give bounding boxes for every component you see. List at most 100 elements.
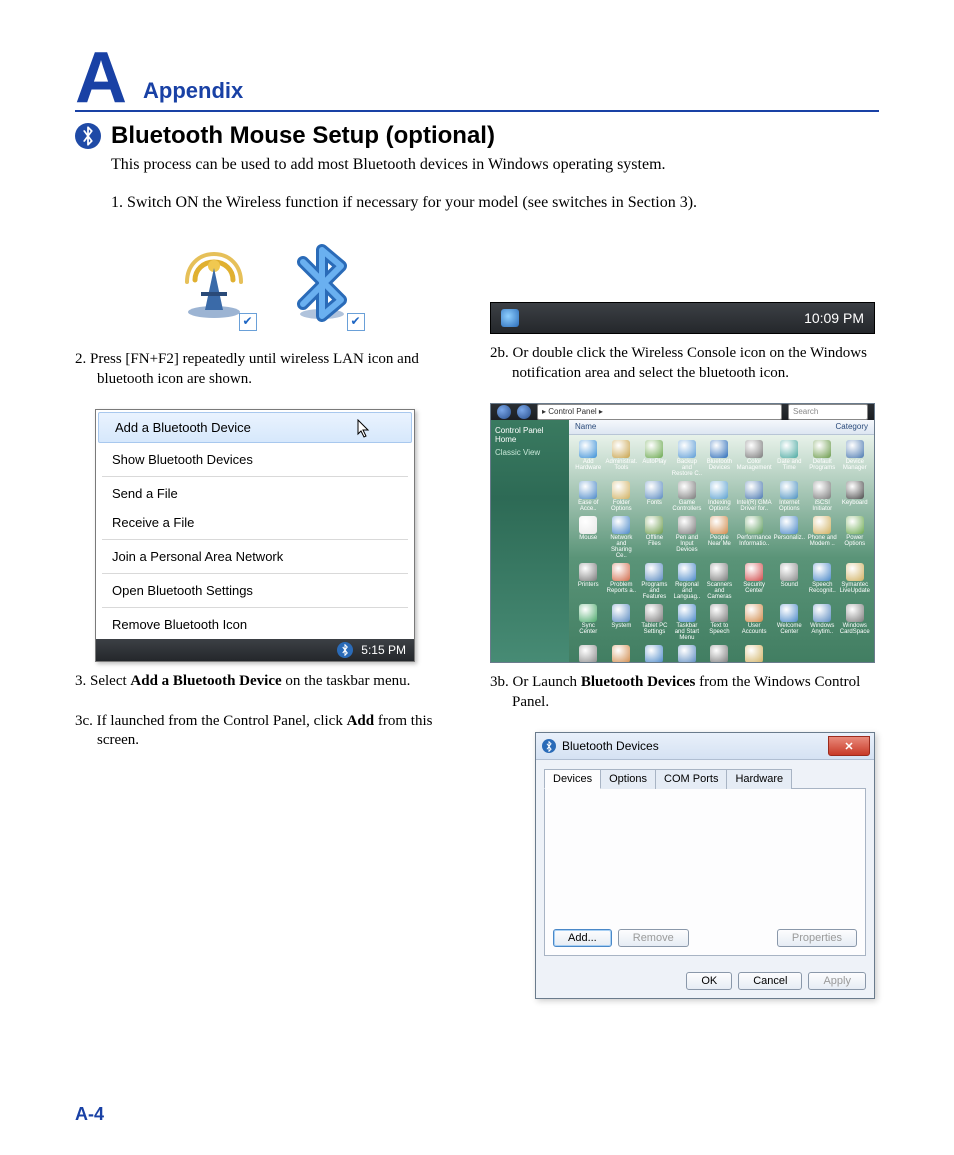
cp-item[interactable]: Personaliz.. — [774, 515, 805, 560]
properties-button[interactable]: Properties — [777, 929, 857, 947]
cp-item-label: Pen and Input Devices — [672, 535, 703, 553]
cp-item[interactable]: Fonts — [639, 480, 669, 513]
cp-item-icon — [678, 516, 696, 534]
cp-item-icon — [710, 645, 728, 663]
cp-item[interactable]: Ease of Acce.. — [573, 480, 603, 513]
cp-item[interactable]: Date and Time — [774, 439, 805, 478]
menu-item[interactable]: Receive a File — [96, 508, 414, 537]
cp-item[interactable]: AutoPlay — [639, 439, 669, 478]
cp-item[interactable]: iSCSI Initiator — [807, 480, 837, 513]
dialog-tab[interactable]: Hardware — [726, 769, 792, 789]
cp-item[interactable]: Offline Files — [639, 515, 669, 560]
address-bar[interactable]: ▸ Control Panel ▸ — [537, 404, 782, 420]
cp-item[interactable]: Printers — [573, 562, 603, 601]
cp-item[interactable]: Welcome Center — [774, 603, 805, 642]
cp-item-label: Phone and Modem .. — [807, 535, 837, 547]
appendix-label: Appendix — [143, 78, 243, 104]
cp-item[interactable]: Tablet PC Settings — [639, 603, 669, 642]
cp-item[interactable]: Backup and Restore C.. — [672, 439, 703, 478]
cp-item[interactable]: Windows Anytim.. — [807, 603, 837, 642]
cp-item[interactable]: Intel(R) GMA Driver for.. — [737, 480, 772, 513]
cp-item[interactable]: Color Management — [737, 439, 772, 478]
cp-item-icon — [612, 604, 630, 622]
cp-item[interactable]: Symantec LiveUpdate — [840, 562, 871, 601]
cp-item[interactable]: Phone and Modem .. — [807, 515, 837, 560]
cp-item[interactable]: Sound — [774, 562, 805, 601]
wireless-lan-icon: ✔ — [175, 244, 253, 327]
cp-item-label: Color Management — [737, 459, 772, 471]
cp-item[interactable]: Programs and Features — [639, 562, 669, 601]
cp-item[interactable]: Keyboard — [840, 480, 871, 513]
menu-item[interactable]: Remove Bluetooth Icon — [96, 610, 414, 639]
cp-item-label: Device Manager — [840, 459, 871, 471]
cp-item-label: Regional and Languag.. — [672, 582, 703, 600]
ok-button[interactable]: OK — [686, 972, 732, 990]
menu-item[interactable]: Add a Bluetooth Device — [98, 412, 412, 443]
sidebar-home[interactable]: Control Panel Home — [495, 426, 565, 444]
cp-item[interactable]: Game Controllers — [672, 480, 703, 513]
pane-button-row: Add... Remove Properties — [553, 929, 857, 947]
step-3: 3. Select Add a Bluetooth Device on the … — [75, 672, 460, 692]
remove-button[interactable]: Remove — [618, 929, 689, 947]
cp-item[interactable]: Power Options — [840, 515, 871, 560]
cp-item[interactable]: People Near Me — [704, 515, 734, 560]
cp-item[interactable]: Windows Defender — [573, 644, 603, 663]
cp-item[interactable]: Windows Mobilit.. — [639, 644, 669, 663]
cp-item[interactable]: Taskbar and Start Menu — [672, 603, 703, 642]
apply-button[interactable]: Apply — [808, 972, 866, 990]
cp-item-label: Offline Files — [639, 535, 669, 547]
cp-item[interactable]: Windows Firewall — [605, 644, 637, 663]
cp-item[interactable]: Security Center — [737, 562, 772, 601]
cp-item-icon — [745, 604, 763, 622]
cp-item[interactable]: Network and Sharing Ce.. — [605, 515, 637, 560]
cp-item[interactable]: Device Manager — [840, 439, 871, 478]
cp-item[interactable]: Text to Speech — [704, 603, 734, 642]
close-button[interactable]: ✕ — [828, 736, 870, 756]
cp-item[interactable]: Windows SideShow — [704, 644, 734, 663]
dialog-tab[interactable]: Options — [600, 769, 656, 789]
cp-item[interactable]: Windows CardSpace — [840, 603, 871, 642]
cp-item[interactable]: Problem Reports a.. — [605, 562, 637, 601]
cp-item[interactable]: Windows Sidebar.. — [672, 644, 703, 663]
dialog-tab[interactable]: Devices — [544, 769, 601, 789]
cp-item[interactable]: Internet Options — [774, 480, 805, 513]
cp-item-label: Keyboard — [842, 500, 868, 506]
section-title-row: Bluetooth Mouse Setup (optional) — [75, 122, 879, 150]
cp-item[interactable]: Pen and Input Devices — [672, 515, 703, 560]
taskbar-time: 10:09 PM — [804, 310, 864, 326]
add-button[interactable]: Add... — [553, 929, 612, 947]
cp-item[interactable]: System — [605, 603, 637, 642]
cp-item[interactable]: Scanners and Cameras — [704, 562, 734, 601]
cp-item[interactable]: User Accounts — [737, 603, 772, 642]
search-input[interactable]: Search — [788, 404, 868, 420]
menu-item[interactable]: Join a Personal Area Network — [96, 542, 414, 571]
cp-item-label: Intel(R) GMA Driver for.. — [737, 500, 772, 512]
cp-item-label: Programs and Features — [639, 582, 669, 600]
cp-item[interactable]: Administrat. Tools — [605, 439, 637, 478]
cp-item[interactable]: Indexing Options — [704, 480, 734, 513]
cp-item-label: Security Center — [737, 582, 772, 594]
cp-item[interactable]: Speech Recognit.. — [807, 562, 837, 601]
cp-item[interactable]: Performance Informatio.. — [737, 515, 772, 560]
cp-item[interactable]: Folder Options — [605, 480, 637, 513]
menu-item[interactable]: Send a File — [96, 479, 414, 508]
figure-taskbar-time: 10:09 PM — [490, 302, 875, 334]
menu-separator — [102, 539, 408, 540]
cp-item[interactable]: Default Programs — [807, 439, 837, 478]
cp-item[interactable]: Bluetooth Devices — [704, 439, 734, 478]
figure-control-panel: ▸ Control Panel ▸ Search Control Panel H… — [490, 403, 875, 663]
dialog-tab[interactable]: COM Ports — [655, 769, 727, 789]
cp-item[interactable]: Sync Center — [573, 603, 603, 642]
menu-item[interactable]: Show Bluetooth Devices — [96, 445, 414, 474]
cp-item-icon — [745, 516, 763, 534]
cp-item[interactable]: Mouse — [573, 515, 603, 560]
cp-item-icon — [846, 440, 864, 458]
menu-item[interactable]: Open Bluetooth Settings — [96, 576, 414, 605]
cp-item-icon — [846, 604, 864, 622]
cp-item[interactable]: Add Hardware — [573, 439, 603, 478]
cp-item[interactable]: Windows Update — [737, 644, 772, 663]
bluetooth-tray-icon — [337, 642, 353, 658]
cancel-button[interactable]: Cancel — [738, 972, 802, 990]
cp-item[interactable]: Regional and Languag.. — [672, 562, 703, 601]
sidebar-classic[interactable]: Classic View — [495, 448, 565, 457]
